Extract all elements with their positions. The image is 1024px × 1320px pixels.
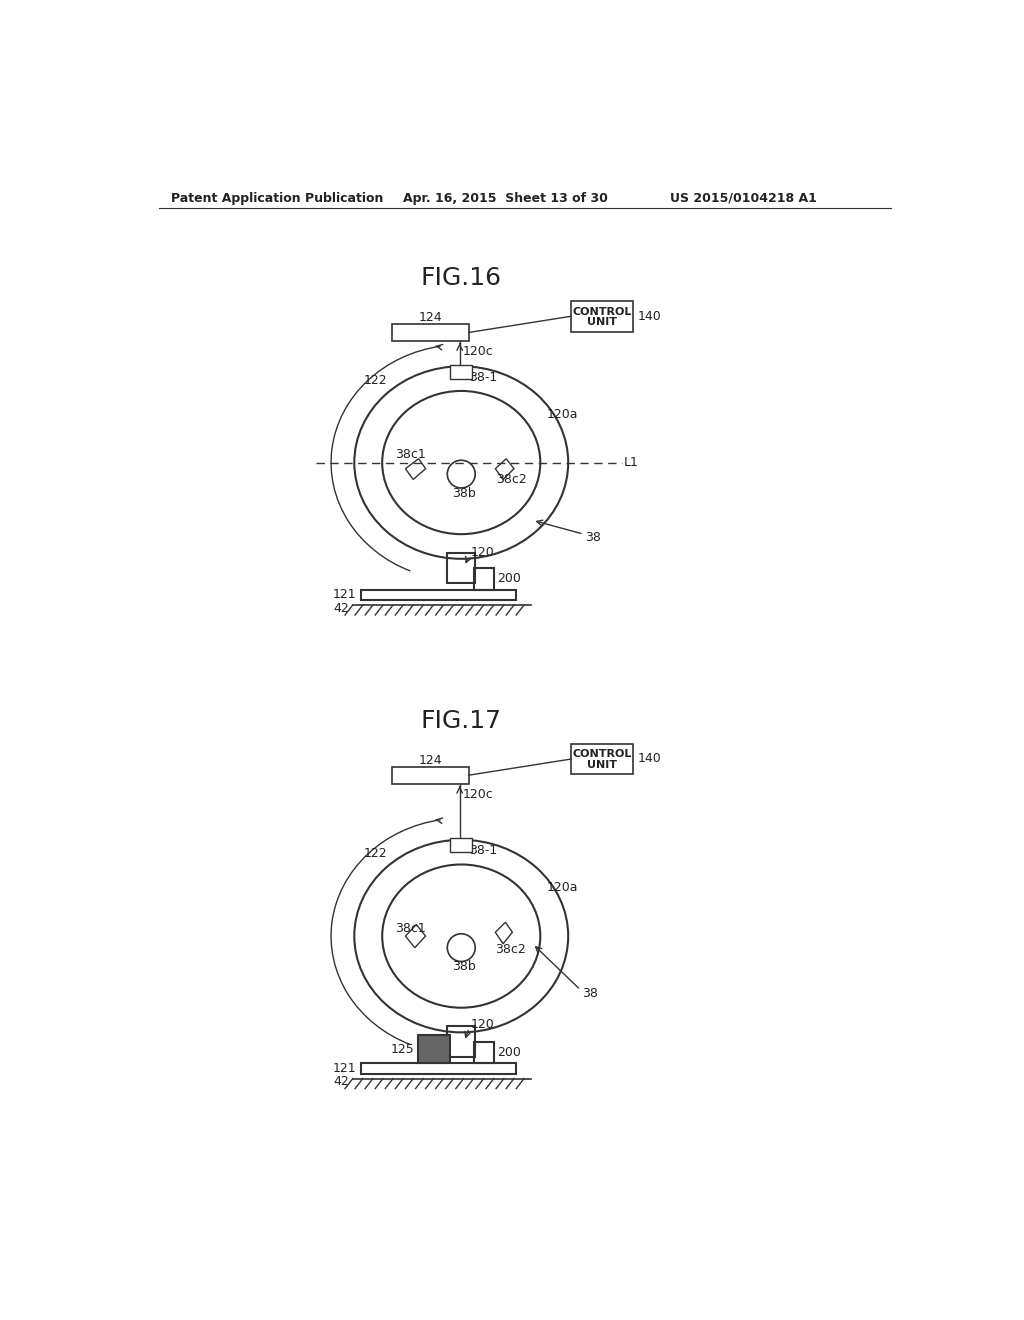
Text: 120: 120 [471,1018,495,1031]
Text: 42: 42 [333,1074,349,1088]
Bar [474,568,494,590]
Text: UNIT: UNIT [588,317,617,327]
Text: 124: 124 [419,312,442,325]
Text: UNIT: UNIT [588,760,617,770]
Text: 140: 140 [637,752,660,766]
Text: 42: 42 [333,602,349,615]
Text: 120a: 120a [547,408,578,421]
Text: CONTROL: CONTROL [572,750,632,759]
Text: US 2015/0104218 A1: US 2015/0104218 A1 [671,191,817,205]
Text: 140: 140 [637,310,660,323]
Text: 38-1: 38-1 [469,371,498,384]
Text: 124: 124 [419,754,442,767]
Bar [571,301,633,331]
Text: 120c: 120c [463,788,494,801]
Text: 38c1: 38c1 [395,921,426,935]
Polygon shape [496,923,512,944]
Bar [474,1041,494,1063]
Text: 122: 122 [364,847,388,861]
Bar [451,838,472,853]
Text: 200: 200 [497,573,521,585]
Text: 200: 200 [497,1045,521,1059]
Text: 38: 38 [583,987,598,1001]
Polygon shape [406,459,426,479]
Bar [391,767,469,784]
Text: 125: 125 [390,1043,414,1056]
Bar [451,364,472,379]
Bar [418,1035,451,1063]
Bar [447,1026,475,1057]
Text: 120a: 120a [547,880,578,894]
Text: L1: L1 [624,455,639,469]
Bar [360,1063,515,1074]
Text: Apr. 16, 2015  Sheet 13 of 30: Apr. 16, 2015 Sheet 13 of 30 [403,191,608,205]
Text: 122: 122 [364,374,388,387]
Text: 38-1: 38-1 [469,843,498,857]
Text: 120c: 120c [463,345,494,358]
Text: 120: 120 [471,546,495,560]
Text: FIG.16: FIG.16 [421,265,502,290]
Text: 38c1: 38c1 [395,449,426,462]
Bar [391,323,469,341]
Text: 38: 38 [586,531,601,544]
Text: Patent Application Publication: Patent Application Publication [171,191,383,205]
Text: FIG.17: FIG.17 [421,709,502,733]
Text: 121: 121 [333,1063,356,1074]
Text: 38b: 38b [452,961,476,973]
Text: CONTROL: CONTROL [572,306,632,317]
Text: 38b: 38b [452,487,476,500]
Bar [571,743,633,775]
Polygon shape [496,459,514,479]
Text: 121: 121 [333,589,356,602]
Bar [360,590,515,601]
Bar [447,553,475,583]
Text: 38c2: 38c2 [496,944,526,957]
Text: 38c2: 38c2 [496,473,527,486]
Polygon shape [406,924,426,948]
